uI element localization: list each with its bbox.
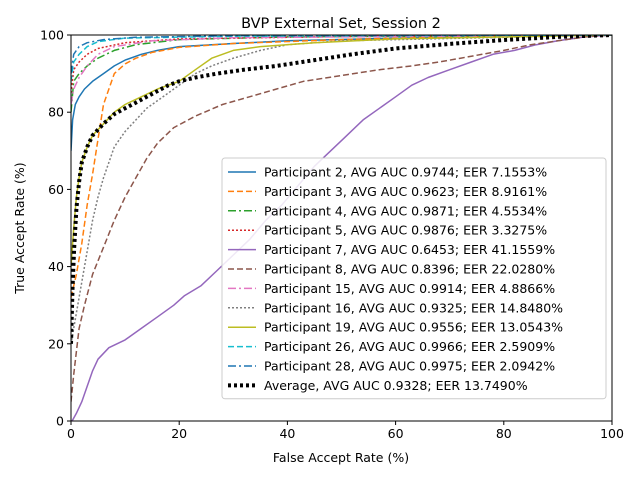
legend-entry-label: Participant 7, AVG AUC 0.6453; EER 41.15… — [264, 242, 555, 257]
x-tick-label: 80 — [496, 426, 512, 441]
y-tick-label: 80 — [48, 105, 64, 120]
series-line-4 — [71, 35, 612, 93]
y-axis-label: True Accept Rate (%) — [12, 162, 27, 294]
series-line-6 — [71, 35, 612, 402]
legend-entry-label: Average, AVG AUC 0.9328; EER 13.7490% — [264, 378, 528, 393]
x-tick-label: 60 — [388, 426, 404, 441]
series-line-8 — [71, 35, 612, 344]
y-tick-label: 0 — [56, 414, 64, 429]
legend-entry-label: Participant 5, AVG AUC 0.9876; EER 3.327… — [264, 223, 547, 238]
x-tick-label: 100 — [600, 426, 624, 441]
x-tick-label: 40 — [279, 426, 295, 441]
legend-entry-label: Participant 3, AVG AUC 0.9623; EER 8.916… — [264, 184, 547, 199]
legend-entry-label: Participant 16, AVG AUC 0.9325; EER 14.8… — [264, 300, 563, 315]
legend-entry-label: Participant 4, AVG AUC 0.9871; EER 4.553… — [264, 203, 547, 218]
series-line-11 — [71, 35, 612, 74]
y-tick-label: 20 — [48, 336, 64, 351]
legend-entry-label: Participant 8, AVG AUC 0.8396; EER 22.02… — [264, 262, 555, 277]
series-line-2 — [71, 35, 612, 298]
legend-box — [221, 157, 607, 400]
legend-entry-label: Participant 26, AVG AUC 0.9966; EER 2.59… — [264, 339, 555, 354]
y-tick-label: 60 — [48, 182, 64, 197]
x-axis: 0 20 40 60 80 100 — [67, 421, 624, 441]
legend-entry-label: Participant 15, AVG AUC 0.9914; EER 4.88… — [264, 281, 555, 296]
legend-entry-label: Participant 28, AVG AUC 0.9975; EER 2.09… — [264, 359, 555, 374]
y-tick-label: 40 — [48, 259, 64, 274]
x-axis-label: False Accept Rate (%) — [273, 450, 409, 465]
plot-frame — [70, 34, 613, 422]
legend-entry-label: Participant 19, AVG AUC 0.9556; EER 13.0… — [264, 320, 563, 335]
legend: Participant 2, AVG AUC 0.9744; EER 7.155… — [221, 157, 607, 400]
series-line-7 — [71, 35, 612, 105]
series-line-12 — [71, 35, 612, 344]
x-tick-label: 0 — [67, 426, 75, 441]
chart-title: BVP External Set, Session 2 — [241, 16, 441, 32]
series-line-3 — [71, 35, 612, 113]
x-tick-label: 20 — [171, 426, 187, 441]
series-line-10 — [71, 35, 612, 82]
y-tick-label: 100 — [40, 28, 64, 43]
y-axis: 0 20 40 60 80 100 — [40, 28, 71, 429]
legend-entry-label: Participant 2, AVG AUC 0.9744; EER 7.155… — [264, 165, 547, 180]
